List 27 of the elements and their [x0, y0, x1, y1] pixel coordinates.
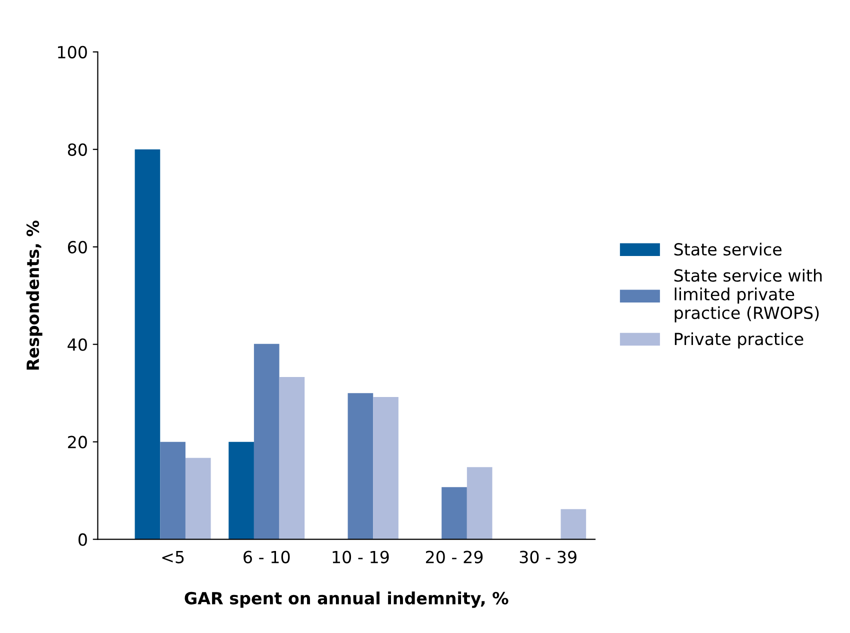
y-tick-label: 80 — [68, 143, 87, 156]
bar — [185, 458, 211, 540]
x-tick-label: 10 - 19 — [332, 550, 389, 564]
bar — [560, 509, 586, 540]
bar — [254, 344, 280, 540]
x-tick-label: 30 - 39 — [520, 550, 576, 564]
y-axis-title: Respondents, % — [26, 220, 42, 370]
x-tick-label: 6 - 10 — [244, 550, 290, 564]
bar — [348, 393, 374, 540]
legend-label: Private practice — [674, 332, 804, 348]
legend-label: State service with limited private practice (RWOPS) — [674, 268, 822, 322]
x-tick-label: 20 - 29 — [426, 550, 483, 564]
bar — [279, 377, 305, 540]
y-tick-label: 60 — [68, 240, 87, 254]
y-tick-label: 0 — [78, 533, 87, 546]
bar — [228, 442, 254, 540]
y-tick-label: 40 — [68, 338, 87, 351]
x-axis-title: GAR spent on annual indemnity, % — [184, 592, 508, 608]
x-tick-label: <5 — [162, 550, 184, 564]
bar — [160, 442, 186, 540]
bar — [466, 467, 492, 540]
y-tick-label: 100 — [58, 46, 87, 58]
legend-label: State service — [674, 242, 782, 256]
y-tick-label: 20 — [68, 436, 87, 448]
bar — [134, 149, 160, 540]
bar — [442, 487, 467, 540]
bar — [373, 396, 398, 540]
